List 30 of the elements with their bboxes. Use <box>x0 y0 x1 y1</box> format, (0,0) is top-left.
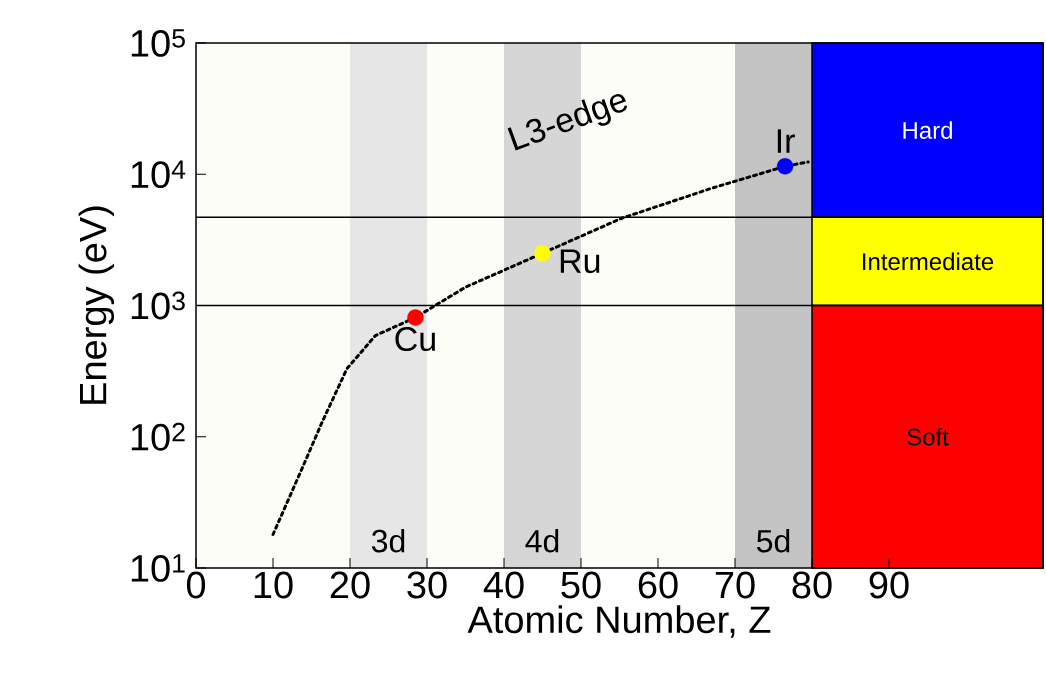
annotation: Ru <box>560 249 600 274</box>
x-tick-label: 0 <box>186 571 206 599</box>
y-tick-label: 10$^{5}$ <box>131 29 185 57</box>
band-label: Soft <box>907 427 949 446</box>
band-label: 4d <box>525 528 559 553</box>
x-tick-label: 30 <box>407 571 447 599</box>
y-tick-label: 10$^{1}$ <box>131 554 185 582</box>
x-tick-label: 80 <box>792 571 832 599</box>
band-label: 5d <box>757 528 790 553</box>
point <box>407 309 424 326</box>
x-tick-label: 70 <box>715 571 755 599</box>
x-tick-label: 50 <box>561 571 601 599</box>
x-tick-label: 90 <box>869 571 909 599</box>
point <box>534 245 551 262</box>
annotation: L3-edge <box>507 94 628 151</box>
x-tick-label: 40 <box>483 571 524 599</box>
band-label: 3d <box>371 528 405 553</box>
x-tick-label: 60 <box>638 571 678 599</box>
y-tick-label: 10$^{4}$ <box>131 160 186 189</box>
annotation: Cu <box>395 327 435 352</box>
annotation: Ir <box>777 129 795 153</box>
x-tick-label: 20 <box>330 571 370 599</box>
y-axis-title: Energy (eV) <box>78 206 115 404</box>
x-tick-label: 10 <box>254 571 293 599</box>
x-axis-title: Atomic Number, Z <box>467 605 771 638</box>
y-tick-label: 10$^{2}$ <box>131 422 185 451</box>
band-label: Hard <box>903 121 952 139</box>
point <box>776 158 794 175</box>
y-tick-label: 10$^{3}$ <box>131 291 185 320</box>
band-label: Intermediate <box>863 252 994 271</box>
